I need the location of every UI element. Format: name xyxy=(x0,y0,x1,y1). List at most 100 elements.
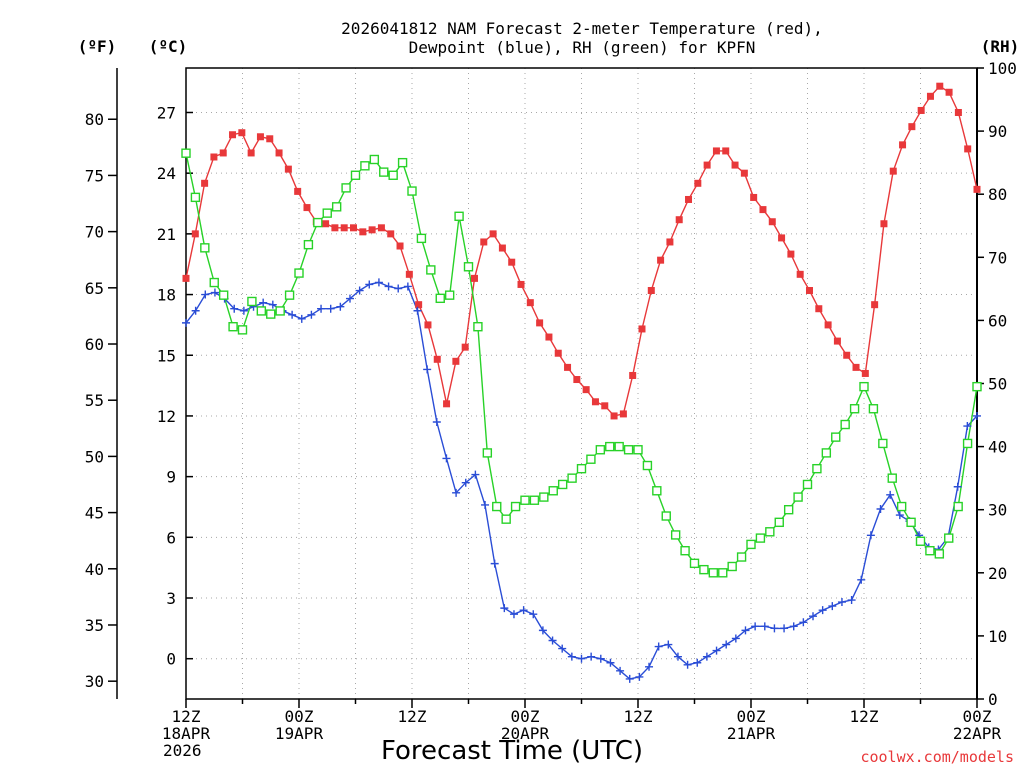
rh-tick-label: 90 xyxy=(988,122,1007,141)
dewpoint-point xyxy=(210,288,219,297)
temperature-point xyxy=(740,169,748,177)
rh-point xyxy=(444,290,455,300)
rh-point xyxy=(360,161,370,171)
axes xyxy=(116,67,978,700)
rh-point xyxy=(727,561,737,572)
dewpoint-point xyxy=(702,652,711,661)
fahrenheit-tick-label: 30 xyxy=(85,672,104,691)
rh-point xyxy=(699,564,709,575)
dewpoint-point xyxy=(345,294,354,303)
temperature-point xyxy=(880,220,888,228)
rh-point xyxy=(294,268,304,278)
temperature-point xyxy=(973,185,981,193)
temperature-point xyxy=(619,410,627,418)
dewpoint-point xyxy=(799,618,808,627)
series-lines xyxy=(185,85,978,680)
fahrenheit-tick-label: 65 xyxy=(85,279,104,298)
temperature-point xyxy=(899,141,907,149)
rh-point xyxy=(802,479,813,490)
x-tick-label: 00Z xyxy=(285,707,314,726)
temperature-point xyxy=(294,187,302,195)
temperature-point xyxy=(470,274,478,282)
temperature-point xyxy=(433,355,441,363)
fahrenheit-tick-label: 60 xyxy=(85,335,104,354)
rh-point xyxy=(539,492,549,502)
celsius-tick-label: 27 xyxy=(157,103,176,122)
chart-title-line-2: Dewpoint (blue), RH (green) for KPFN xyxy=(409,38,756,57)
dewpoint-point xyxy=(780,624,789,633)
temperature-point xyxy=(712,147,720,155)
temperature-point xyxy=(359,228,367,236)
dewpoint-point xyxy=(751,622,760,631)
rh-point xyxy=(680,546,690,556)
x-tick-label: 00Z xyxy=(963,707,992,726)
fahrenheit-tick-label: 80 xyxy=(85,110,104,129)
dewpoint-point xyxy=(828,602,837,611)
temperature-point xyxy=(573,376,581,384)
temperature-point xyxy=(889,167,897,175)
temperature-point xyxy=(852,363,860,371)
rh-point xyxy=(247,296,257,307)
temperature-point xyxy=(815,305,823,313)
temperature-point xyxy=(303,204,311,212)
temperature-point xyxy=(266,135,274,143)
rh-tick-label: 60 xyxy=(988,311,1007,330)
rh-point xyxy=(859,381,869,392)
rh-point xyxy=(652,486,662,496)
dewpoint-point xyxy=(268,300,277,309)
celsius-tick-label: 3 xyxy=(166,589,176,608)
temperature-point xyxy=(396,242,404,250)
rh-point xyxy=(915,536,926,546)
rh-tick-label: 10 xyxy=(988,627,1007,646)
dewpoint-point xyxy=(548,636,557,645)
x-tick-label: 2026 xyxy=(163,741,202,760)
rh-point xyxy=(388,170,398,180)
fahrenheit-tick-label: 70 xyxy=(85,223,104,242)
temperature-point xyxy=(331,224,339,232)
temperature-point xyxy=(182,274,190,282)
celsius-tick-label: 12 xyxy=(157,407,176,426)
rh-point xyxy=(576,463,587,474)
rh-point xyxy=(605,441,615,452)
temperature-point xyxy=(926,92,934,100)
temperature-point xyxy=(685,195,693,203)
axis-ticks: 0 3 6 9 12 15 18 21 24 27 30 35 40 45 50 55 60 65 70 75 80 0 1… xyxy=(85,59,1017,760)
temperature-point xyxy=(191,230,199,238)
rh-point xyxy=(482,448,493,458)
rh-point xyxy=(181,148,191,158)
dewpoint-point xyxy=(770,624,779,633)
fahrenheit-tick-label: 45 xyxy=(85,504,104,523)
temperature-point xyxy=(722,147,730,155)
rh-point xyxy=(303,239,314,250)
temperature-point xyxy=(871,301,879,309)
dewpoint-point xyxy=(577,654,586,663)
rh-point xyxy=(567,473,577,483)
rh-point xyxy=(416,233,427,244)
temperature-point xyxy=(610,412,618,420)
temperature-point xyxy=(368,226,376,234)
dewpoint-point xyxy=(519,606,528,615)
temperature-point xyxy=(219,149,227,157)
rh-point xyxy=(831,432,841,442)
dewpoint-point xyxy=(297,314,306,323)
rh-point xyxy=(849,404,860,414)
rh-point xyxy=(586,454,596,464)
temperature-point xyxy=(666,238,674,246)
rh-point xyxy=(529,495,540,505)
series-line-dewpoint xyxy=(185,281,978,680)
rh-point xyxy=(774,517,784,528)
dewpoint-point xyxy=(538,626,547,635)
rh-point xyxy=(708,568,719,578)
temperature-point xyxy=(377,224,385,232)
temperature-point xyxy=(954,108,962,116)
dewpoint-point xyxy=(760,622,769,631)
fahrenheit-tick-label: 55 xyxy=(85,391,104,410)
grid xyxy=(186,68,977,699)
rh-point xyxy=(501,514,511,524)
rh-point xyxy=(670,530,681,540)
fahrenheit-tick-label: 35 xyxy=(85,616,104,635)
dewpoint-point xyxy=(500,604,509,613)
x-tick-label: 00Z xyxy=(737,707,766,726)
dewpoint-point xyxy=(654,642,663,651)
